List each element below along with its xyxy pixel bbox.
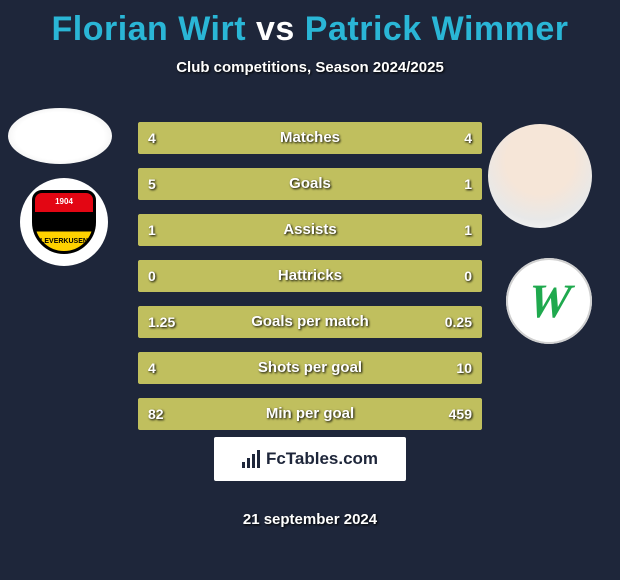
comparison-title: Florian Wirt vs Patrick Wimmer bbox=[0, 0, 620, 49]
title-vs: vs bbox=[256, 10, 295, 48]
title-player2: Patrick Wimmer bbox=[305, 10, 569, 48]
stat-row: 51Goals bbox=[138, 168, 482, 200]
player1-club-crest: 1904 LEVERKUSEN bbox=[20, 178, 108, 266]
stats-container: 44Matches 51Goals 11Assists 00Hattricks 1.25… bbox=[138, 122, 482, 444]
stat-label: Shots per goal bbox=[138, 352, 482, 384]
wolfsburg-w-icon: W bbox=[525, 274, 573, 329]
stat-label: Assists bbox=[138, 214, 482, 246]
crest1-year: 1904 bbox=[35, 197, 93, 206]
player2-avatar bbox=[488, 124, 592, 228]
title-player1: Florian Wirt bbox=[51, 10, 246, 48]
stat-label: Goals bbox=[138, 168, 482, 200]
stat-label: Min per goal bbox=[138, 398, 482, 430]
player2-club-crest: W bbox=[506, 258, 592, 344]
stat-row: 82459Min per goal bbox=[138, 398, 482, 430]
stat-row: 410Shots per goal bbox=[138, 352, 482, 384]
stat-row: 11Assists bbox=[138, 214, 482, 246]
date-caption: 21 september 2024 bbox=[0, 511, 620, 528]
bars-icon bbox=[242, 450, 260, 468]
player1-avatar bbox=[8, 108, 112, 164]
stat-label: Matches bbox=[138, 122, 482, 154]
stat-label: Hattricks bbox=[138, 260, 482, 292]
stat-row: 1.250.25Goals per match bbox=[138, 306, 482, 338]
stat-label: Goals per match bbox=[138, 306, 482, 338]
stat-row: 44Matches bbox=[138, 122, 482, 154]
crest1-name: LEVERKUSEN bbox=[35, 238, 93, 245]
subtitle: Club competitions, Season 2024/2025 bbox=[0, 59, 620, 76]
leverkusen-shield-icon: 1904 LEVERKUSEN bbox=[32, 190, 96, 254]
branding-text: FcTables.com bbox=[266, 449, 378, 469]
branding-badge: FcTables.com bbox=[214, 437, 406, 481]
stat-row: 00Hattricks bbox=[138, 260, 482, 292]
